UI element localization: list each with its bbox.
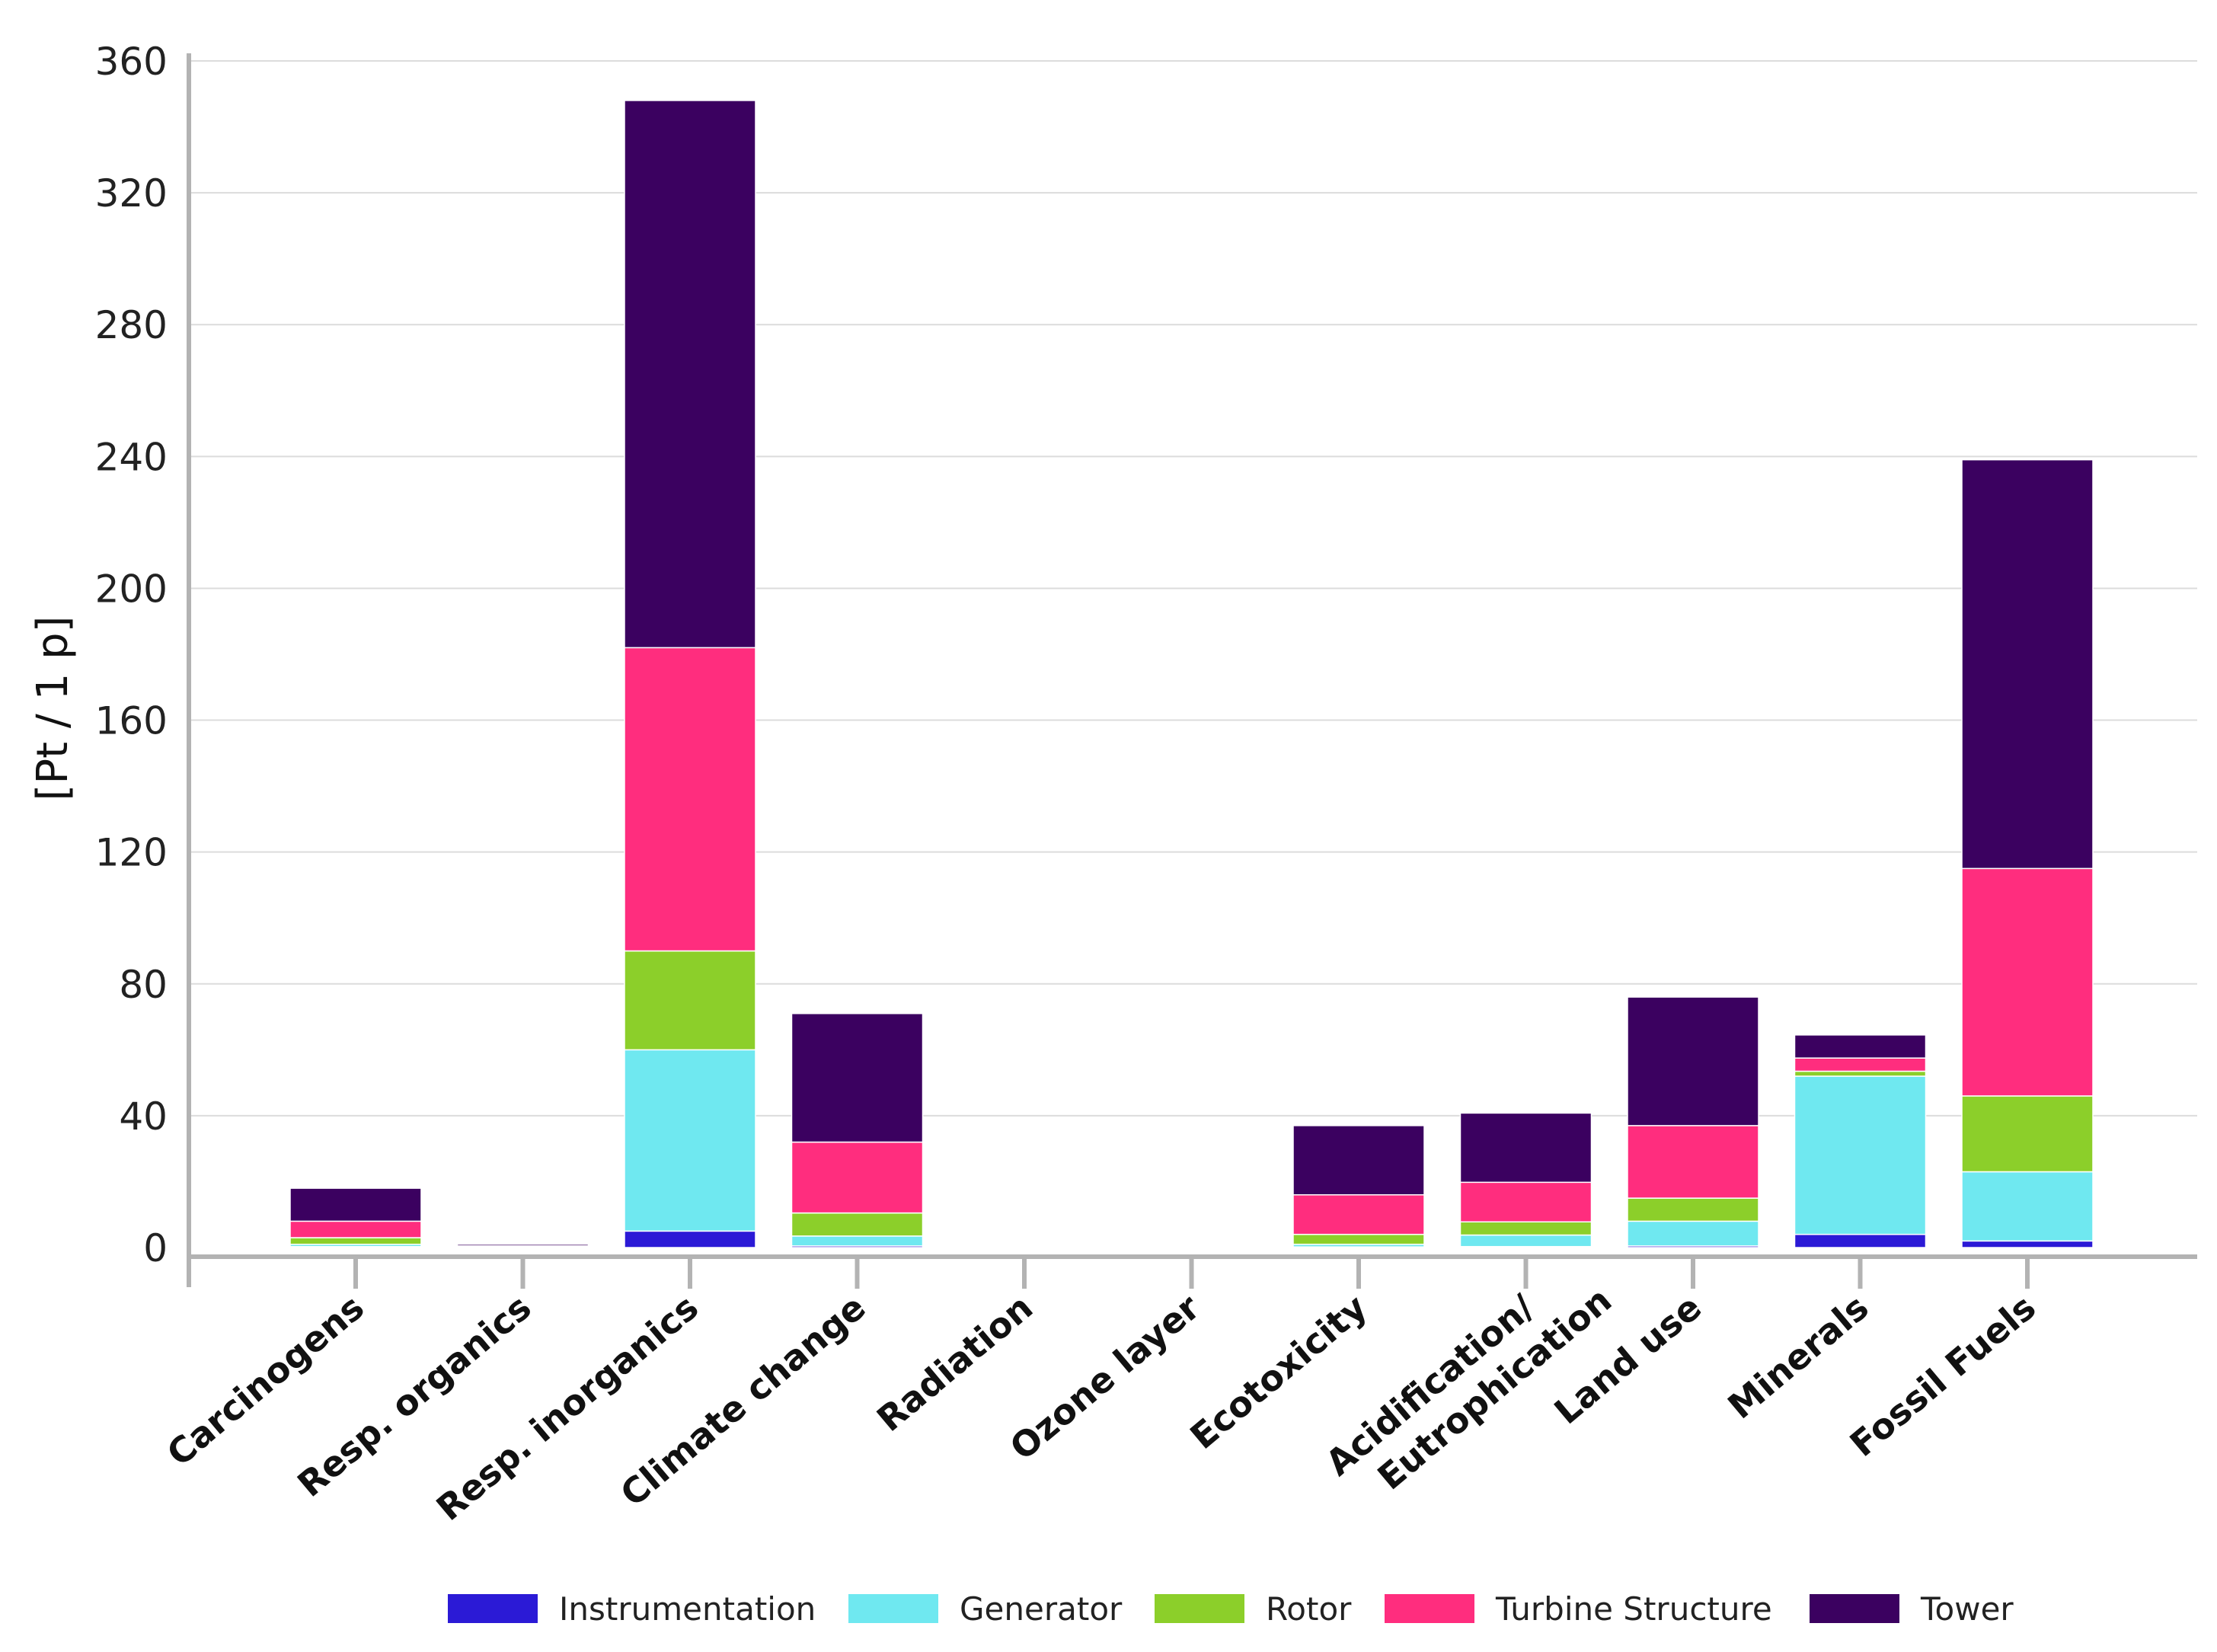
y-tick-label: 120 [95,831,168,875]
legend-swatch [1810,1594,1899,1623]
bar-segment [1627,1220,1759,1247]
legend: Instrumentation Generator Rotor Turbine Str… [448,1590,2014,1628]
bar-segment [1627,996,1759,1126]
x-category-label: Fossil Fuels [1842,1286,2043,1465]
axis-labels: 04080120160200240280320360CarcinogensRes… [95,40,2044,1529]
legend-swatch [448,1594,538,1623]
bar-segment [1459,1181,1592,1222]
bar-segment [1292,1125,1425,1196]
legend-label: Tower [1920,1590,2014,1628]
y-tick-label: 200 [95,567,168,611]
y-tick-label: 80 [119,963,168,1007]
bar-segment [624,1230,756,1248]
bar-segment [791,1141,924,1214]
bar-segment [624,647,756,952]
y-tick-label: 360 [95,40,168,84]
y-tick-label: 280 [95,303,168,347]
legend-label: Generator [960,1590,1123,1628]
bar-segment [1961,1240,2094,1248]
bar-segment [1627,1197,1759,1222]
bar-segment [1459,1112,1592,1184]
bar-segment [624,950,756,1051]
x-category-label-line: Radiation [869,1286,1040,1440]
y-axis-title: [Pt / 1 p] [28,616,78,801]
bar-segment [1961,459,2094,870]
legend-swatch [1155,1594,1244,1623]
legend-label: Rotor [1266,1590,1352,1628]
bar-segment [1794,1075,1927,1235]
x-category-label-line: Minerals [1720,1286,1877,1427]
bar-segment [791,1212,924,1237]
bar-segment [1125,1245,1258,1248]
bar-segment [1627,1125,1759,1199]
bar-segment [1961,868,2094,1097]
axes [187,53,2197,1289]
legend-label: Instrumentation [559,1590,816,1628]
bar-segment [289,1237,422,1245]
bar-segment [1794,1070,1927,1077]
bar-segment [1459,1234,1592,1248]
legend-swatch [1385,1594,1474,1623]
bar-segment [1794,1034,1927,1059]
legend-label: Turbine Structure [1495,1590,1772,1628]
y-tick-label: 320 [95,171,168,216]
bar-segment [456,1243,589,1247]
bars [289,100,2094,1248]
x-category-label: Radiation [869,1286,1040,1440]
bar-segment [791,1235,924,1247]
bar-segment [289,1187,422,1222]
y-tick-label: 240 [95,435,168,479]
bar-segment [624,100,756,649]
gridlines [189,60,2197,1117]
bar-segment [1459,1221,1592,1236]
bar-segment [1961,1095,2094,1173]
bar-segment [958,1245,1091,1248]
x-category-label: Minerals [1720,1286,1877,1427]
y-tick-label: 40 [119,1094,168,1139]
y-tick-label: 160 [95,699,168,743]
bar-segment [791,1012,924,1143]
x-category-label-line: Fossil Fuels [1842,1286,2043,1465]
bar-segment [1794,1233,1927,1248]
bar-segment [1794,1057,1927,1072]
bar-segment [289,1220,422,1238]
y-tick-label: 0 [143,1226,168,1270]
legend-swatch [848,1594,938,1623]
bar-segment [624,1049,756,1232]
bar-segment [1292,1233,1425,1245]
bar-segment [1961,1171,2094,1242]
bar-segment [1292,1194,1425,1235]
